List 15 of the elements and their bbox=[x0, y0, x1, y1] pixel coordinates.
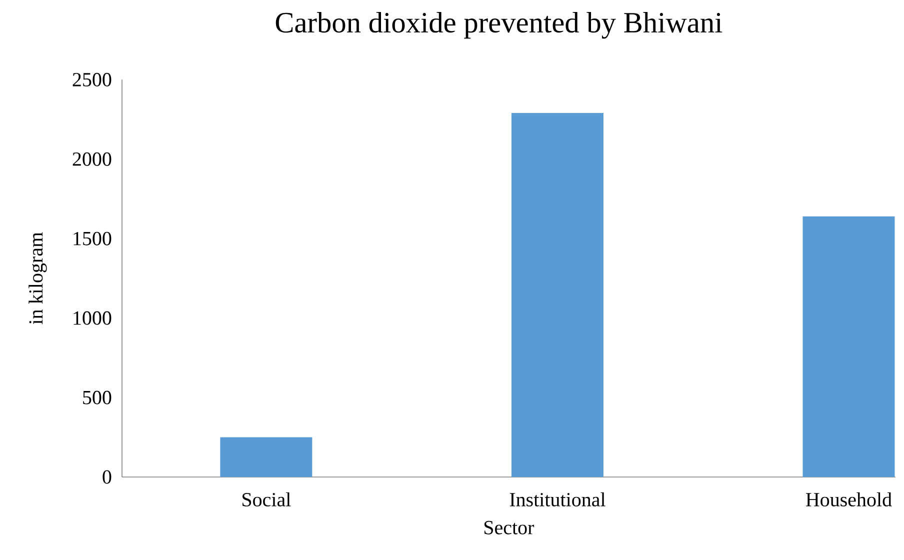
y-tick-label: 0 bbox=[102, 470, 112, 484]
bar bbox=[802, 216, 895, 477]
y-tick-label: 2000 bbox=[72, 152, 112, 166]
y-tick-label: 1500 bbox=[74, 232, 112, 246]
x-tick-label: Household bbox=[806, 492, 892, 506]
chart-title: Carbon dioxide prevented by Bhiwani bbox=[276, 12, 722, 39]
y-axis-title: in kilogram bbox=[28, 232, 47, 324]
bar bbox=[220, 437, 312, 477]
y-tick-label: 1000 bbox=[74, 311, 112, 325]
x-tick-label: Social bbox=[242, 492, 291, 506]
bar bbox=[511, 113, 604, 477]
y-tick-label: 2500 bbox=[72, 72, 112, 86]
x-axis-title: Sector bbox=[484, 520, 534, 534]
y-tick-label: 500 bbox=[83, 390, 112, 404]
x-tick-label: Institutional bbox=[510, 492, 606, 506]
